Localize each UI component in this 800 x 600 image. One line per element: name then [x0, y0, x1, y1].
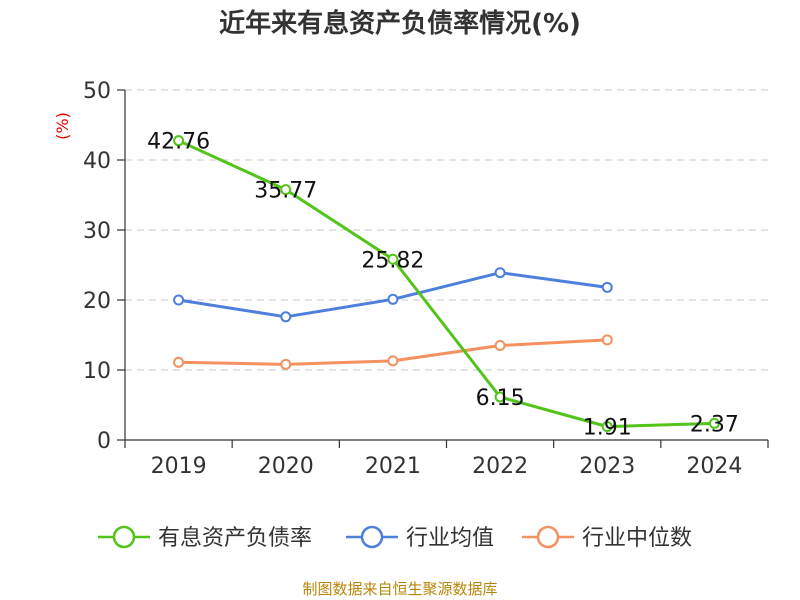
data-label: 1.91 — [583, 416, 632, 441]
source-note: 制图数据来自恒生聚源数据库 — [302, 580, 497, 598]
series-0 — [173, 135, 720, 433]
data-point — [280, 358, 292, 370]
data-label: 42.76 — [147, 130, 210, 155]
y-tick-label: 20 — [83, 289, 111, 314]
legend-swatch-marker — [360, 525, 384, 549]
data-point — [601, 334, 613, 346]
legend: 有息资产负债率 行业均值 行业中位数 — [98, 525, 692, 551]
data-label: 6.15 — [476, 386, 525, 411]
x-tick-label: 2024 — [686, 454, 742, 479]
x-tick-label: 2020 — [258, 454, 314, 479]
data-point — [494, 267, 506, 279]
data-point — [173, 135, 185, 147]
legend-swatch-marker — [112, 525, 136, 549]
data-point — [387, 355, 399, 367]
data-point — [494, 340, 506, 351]
axes: 0 10 20 30 40 50 2019 2020 2021 2022 2023 2024 — [83, 79, 769, 479]
data-label: 2.37 — [690, 412, 739, 437]
y-tick-label: 40 — [83, 149, 111, 174]
data-point — [173, 294, 185, 306]
y-tick-label: 10 — [83, 359, 111, 384]
data-point — [173, 356, 185, 368]
legend-label: 行业均值 — [406, 526, 494, 551]
data-point — [280, 311, 292, 323]
data-label: 35.77 — [254, 179, 317, 204]
series-1 — [173, 267, 613, 323]
data-point — [387, 293, 399, 305]
series-layer — [173, 135, 720, 433]
chart-title: 近年来有息资产负债率情况(%) — [219, 8, 581, 39]
legend-label: 行业中位数 — [582, 526, 692, 551]
data-point — [280, 184, 292, 196]
y-axis-label: (%) — [53, 112, 72, 140]
legend-label: 有息资产负债率 — [158, 526, 312, 551]
legend-swatch-marker — [536, 525, 560, 549]
x-tick-label: 2019 — [151, 454, 207, 479]
data-label: 25.82 — [361, 248, 424, 273]
data-point — [387, 253, 399, 265]
legend-item-0: 有息资产负债率 — [98, 525, 312, 551]
legend-item-2: 行业中位数 — [522, 525, 692, 551]
x-tick-label: 2021 — [365, 454, 421, 479]
x-tick-label: 2022 — [472, 454, 528, 479]
y-tick-label: 50 — [83, 79, 111, 104]
series-line-0 — [177, 139, 715, 429]
x-tick-label: 2023 — [579, 454, 635, 479]
data-point — [708, 417, 720, 429]
y-tick-label: 30 — [83, 219, 111, 244]
data-labels: 42.76 35.77 25.82 6.15 1.91 2.37 — [147, 130, 739, 441]
data-point — [494, 391, 506, 403]
series-2 — [173, 334, 613, 370]
y-tick-label: 0 — [97, 429, 111, 454]
legend-item-1: 行业均值 — [346, 525, 494, 551]
data-point — [601, 281, 613, 293]
data-point — [601, 421, 613, 433]
